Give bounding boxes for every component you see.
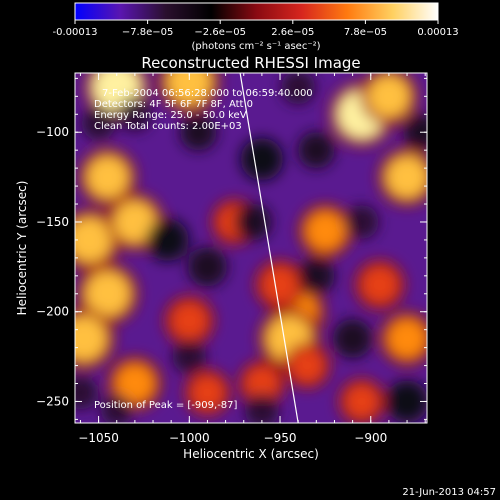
y-tick-label: −200 <box>36 305 69 319</box>
colorbar-unit-label: (photons cm⁻² s⁻¹ asec⁻²) <box>191 41 320 52</box>
annotation-line: Detectors: 4F 5F 6F 7F 8F, Att 0 <box>94 99 253 110</box>
heatmap-blob <box>332 318 373 359</box>
heatmap-blob <box>117 97 152 132</box>
y-tick-label: −150 <box>36 215 69 229</box>
x-tick-label: −950 <box>264 431 297 445</box>
heatmap-blob <box>146 218 189 262</box>
heatmap-blob <box>187 247 228 287</box>
annotation-line: Clean Total counts: 2.00E+03 <box>94 121 242 132</box>
heatmap-blob <box>297 131 335 169</box>
y-tick-label: −100 <box>36 125 69 139</box>
annotation-line: Energy Range: 25.0 - 50.0 keV <box>94 110 247 121</box>
heatmap-blob <box>403 113 427 151</box>
heatmap-blob <box>85 271 131 317</box>
heatmap-blob <box>385 155 427 199</box>
annotation-line: 7-Feb-2004 06:56:28.000 to 06:59:40.000 <box>102 88 313 99</box>
heatmap-blob <box>297 257 335 295</box>
colorbar-tick-label: −7.8e−05 <box>122 27 174 38</box>
peak-position-label: Position of Peak = [-909,-87] <box>94 400 238 411</box>
colorbar-tick-label: 0.00013 <box>417 27 458 38</box>
chart-title: Reconstructed RHESSI Image <box>141 54 360 72</box>
x-tick-label: −1050 <box>78 431 119 445</box>
heatmap-blob <box>387 318 427 359</box>
heatmap-blob <box>290 348 325 383</box>
colorbar-tick-label: −2.6e−05 <box>194 27 246 38</box>
heatmap-blob <box>244 393 279 423</box>
heatmap-blob <box>101 394 133 423</box>
heatmap-blob <box>234 203 272 241</box>
x-tick-label: −1000 <box>169 431 210 445</box>
x-axis: −1050 −1000 −950 −900 <box>78 73 426 445</box>
heatmap-blob <box>172 339 207 374</box>
heatmap-blob <box>344 204 379 239</box>
x-tick-label: −900 <box>354 431 387 445</box>
footer-timestamp: 21-Jun-2013 04:57 <box>402 487 496 498</box>
colorbar-tick-label: 7.8e−05 <box>344 27 387 38</box>
heatmap-blob <box>179 113 217 151</box>
y-axis: −100 −150 −200 −250 <box>36 77 427 420</box>
heatmap-blob <box>240 137 284 181</box>
heatmap-blob <box>75 217 113 263</box>
heatmap-blob <box>367 75 411 118</box>
colorbar-ticks: -0.00013 −7.8e−05 −2.6e−05 2.6e−05 7.8e−05 0.… <box>53 20 459 38</box>
heatmap-blob <box>113 200 157 244</box>
heatmap-blob <box>75 316 107 362</box>
heatmap-blob <box>115 363 155 404</box>
plot-frame <box>74 72 428 424</box>
heatmap-blob <box>305 211 346 251</box>
colorbar-tick-label: -0.00013 <box>53 27 98 38</box>
heatmap-blob <box>261 266 299 304</box>
heatmap-blob <box>385 380 427 423</box>
heatmap-blob <box>244 366 279 401</box>
heatmap-blob <box>81 106 116 141</box>
heatmap-blob <box>166 73 212 105</box>
annotations: 7-Feb-2004 06:56:28.000 to 06:59:40.000D… <box>94 88 313 132</box>
solar-limb-line <box>239 73 299 423</box>
heatmap-blob <box>170 302 208 340</box>
heatmap-image <box>75 73 427 423</box>
y-tick-label: −250 <box>36 394 69 408</box>
heatmap-blob <box>86 155 129 199</box>
x-axis-label: Heliocentric X (arcsec) <box>183 447 319 461</box>
heatmap-blob <box>344 384 379 419</box>
heatmap-blob <box>190 375 225 410</box>
colorbar <box>74 2 439 21</box>
heatmap-blob <box>361 266 399 304</box>
heatmap-blob <box>281 73 316 105</box>
colorbar-tick-label: 2.6e−05 <box>271 27 314 38</box>
y-axis-label: Heliocentric Y (arcsec) <box>15 181 29 316</box>
